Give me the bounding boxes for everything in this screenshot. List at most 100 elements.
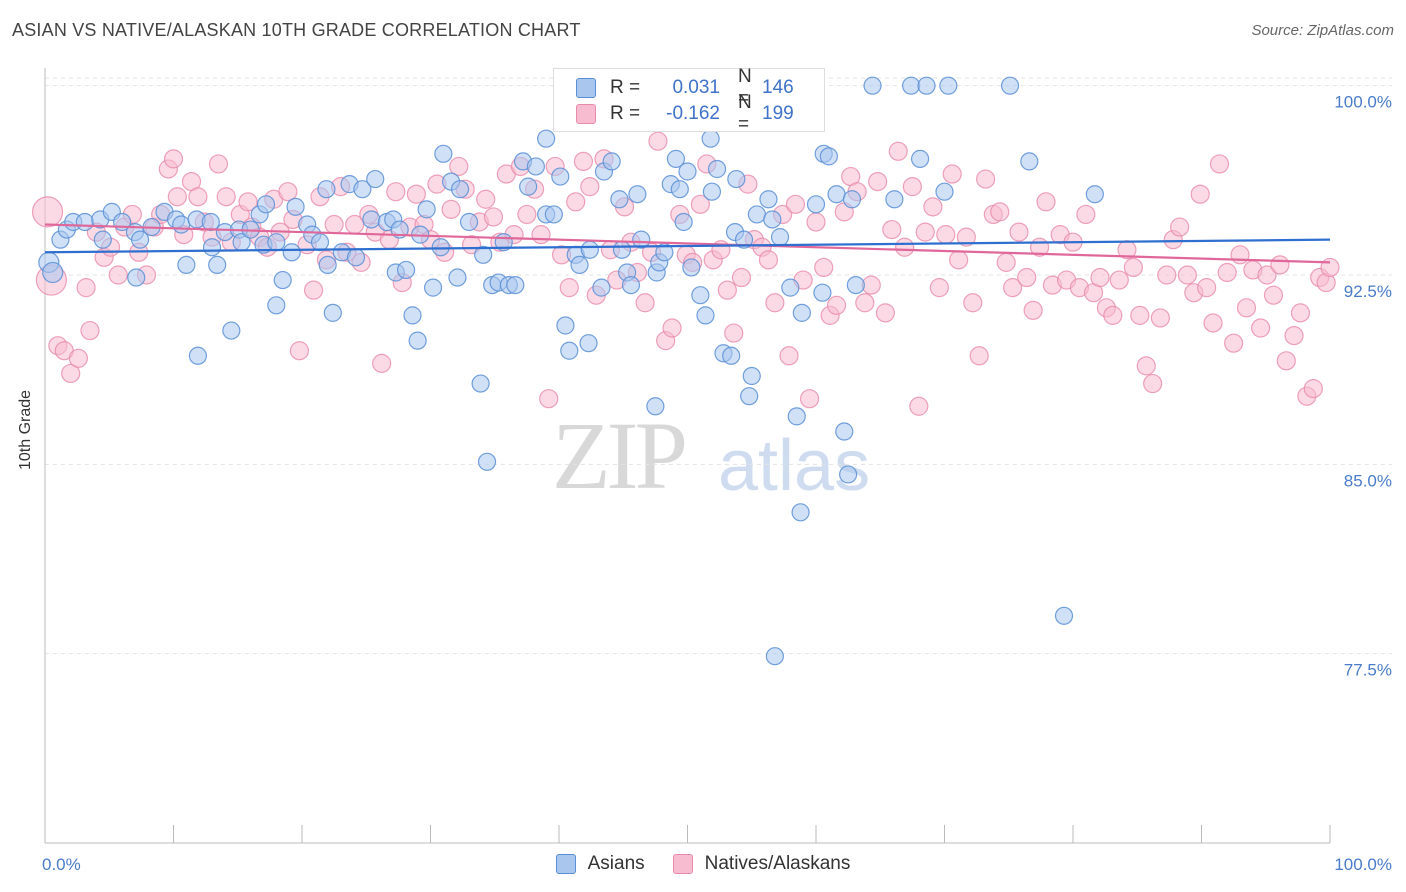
native-point <box>449 156 469 177</box>
native-point <box>1136 356 1156 376</box>
asian-point <box>526 157 545 176</box>
asian-point <box>813 283 832 302</box>
asian-point <box>317 180 336 199</box>
asian-point <box>1000 76 1020 95</box>
native-point <box>324 214 344 235</box>
asian-point <box>551 167 570 186</box>
native-point <box>785 194 806 214</box>
native-point <box>539 389 559 409</box>
asian-point <box>806 195 826 214</box>
asian-point <box>939 76 958 95</box>
asian-point <box>740 387 759 406</box>
asian-point <box>901 76 921 95</box>
legend-item-natives: Natives/Alaskans <box>672 853 851 875</box>
y-tick-label: 92.5% <box>1344 282 1392 301</box>
watermark-zip: ZIP <box>552 402 688 509</box>
y-tick-label: 85.0% <box>1344 471 1392 490</box>
native-point <box>278 182 298 202</box>
asian-point <box>827 185 846 204</box>
correlation-legend: R = 0.031 N = 146 R = -0.162 N = 199 <box>553 66 825 135</box>
legend-swatch-asians <box>555 854 576 874</box>
native-point <box>895 237 915 257</box>
native-point <box>303 280 324 300</box>
asian-point <box>222 321 241 340</box>
asian-point <box>1020 152 1039 171</box>
native-point <box>799 389 820 409</box>
native-point <box>1003 278 1023 298</box>
asian-point <box>556 316 575 335</box>
asian-point <box>310 233 330 252</box>
native-point <box>1303 379 1323 399</box>
legend-n-label: N = <box>738 66 752 109</box>
native-point <box>826 295 847 315</box>
native-point <box>1263 285 1284 305</box>
asian-point <box>417 200 436 219</box>
asian-point <box>366 169 385 189</box>
x-tick-label: 100.0% <box>1334 855 1392 874</box>
native-point <box>441 199 461 219</box>
native-point <box>942 164 962 184</box>
native-point <box>855 293 875 313</box>
asian-point <box>674 212 693 232</box>
asian-point <box>318 255 337 275</box>
legend-swatch-natives <box>672 854 693 874</box>
native-point <box>1276 351 1296 371</box>
asian-point <box>434 144 453 163</box>
native-point <box>1257 265 1277 285</box>
native-point <box>936 225 956 245</box>
asian-point <box>770 228 790 247</box>
asian-point <box>707 159 727 179</box>
native-point <box>1076 204 1096 225</box>
native-point <box>923 197 943 217</box>
legend-label-natives: Natives/Alaskans <box>704 853 851 874</box>
native-point <box>990 202 1010 222</box>
native-point <box>1224 333 1244 353</box>
asian-point <box>670 180 689 199</box>
native-point <box>386 182 406 202</box>
asian-point <box>742 366 761 386</box>
native-point <box>1270 255 1290 275</box>
native-point <box>915 222 935 242</box>
native-point <box>1217 262 1237 283</box>
asian-point <box>666 149 686 168</box>
legend-r-label: R = <box>610 77 641 98</box>
asian-point <box>362 210 381 229</box>
native-point <box>559 278 579 298</box>
native-point <box>731 267 752 288</box>
asian-point <box>130 230 150 249</box>
native-point <box>875 303 895 323</box>
asian-point <box>267 296 286 315</box>
native-point <box>289 341 310 361</box>
asian-point <box>701 129 720 148</box>
asian-point <box>323 303 342 322</box>
native-point <box>1236 298 1257 318</box>
native-point <box>949 250 969 270</box>
native-point <box>1017 267 1037 288</box>
asian-point <box>42 261 64 284</box>
native-point <box>717 280 737 300</box>
asian-point <box>602 152 621 171</box>
native-point <box>765 293 785 313</box>
asian-point <box>459 212 479 232</box>
native-point <box>1190 184 1210 204</box>
asian-point <box>787 407 806 426</box>
native-point <box>1230 245 1250 265</box>
native-point <box>1036 192 1056 212</box>
native-point <box>976 169 996 189</box>
asian-point <box>1085 185 1104 204</box>
native-point <box>580 177 600 197</box>
legend-r-value: 0.031 <box>672 77 720 98</box>
asian-point <box>747 205 766 224</box>
asian-point <box>610 190 629 209</box>
native-point <box>573 151 594 172</box>
asian-point <box>477 452 497 471</box>
native-point <box>531 225 551 245</box>
asian-point <box>842 190 862 209</box>
native-point <box>1290 303 1311 323</box>
asian-point <box>1054 606 1074 625</box>
asian-point <box>935 182 954 201</box>
asian-point <box>646 397 665 416</box>
asian-point <box>722 346 741 365</box>
asian-point <box>696 306 715 325</box>
